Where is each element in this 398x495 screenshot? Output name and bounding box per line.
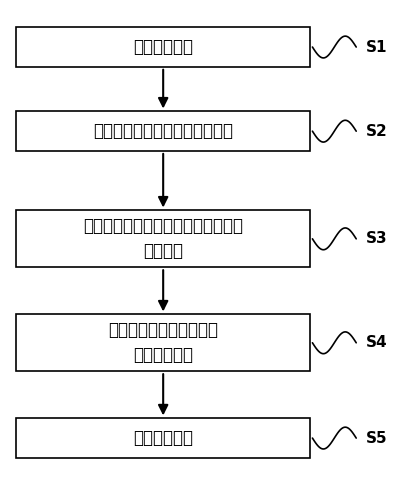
Text: 拆卸包体模具: 拆卸包体模具 [133,429,193,447]
Text: S1: S1 [366,40,388,54]
Text: S3: S3 [366,231,388,247]
Text: S2: S2 [366,124,388,139]
Bar [16,210,310,267]
Text: 制作包体模具: 制作包体模具 [133,38,193,56]
Text: 用胶砂混合物将包体模具
内腔封装固化: 用胶砂混合物将包体模具 内腔封装固化 [108,321,218,364]
Text: S4: S4 [366,335,388,350]
Text: S5: S5 [366,431,388,446]
Bar [16,314,310,371]
Bar [16,111,310,151]
Bar [16,418,310,458]
Text: 确定胶和砂的种类及配合比，制作胶
砂混合物: 确定胶和砂的种类及配合比，制作胶 砂混合物 [83,217,243,260]
Bar [16,27,310,67]
Text: 将压力传感器在包体模具内固定: 将压力传感器在包体模具内固定 [93,122,233,140]
